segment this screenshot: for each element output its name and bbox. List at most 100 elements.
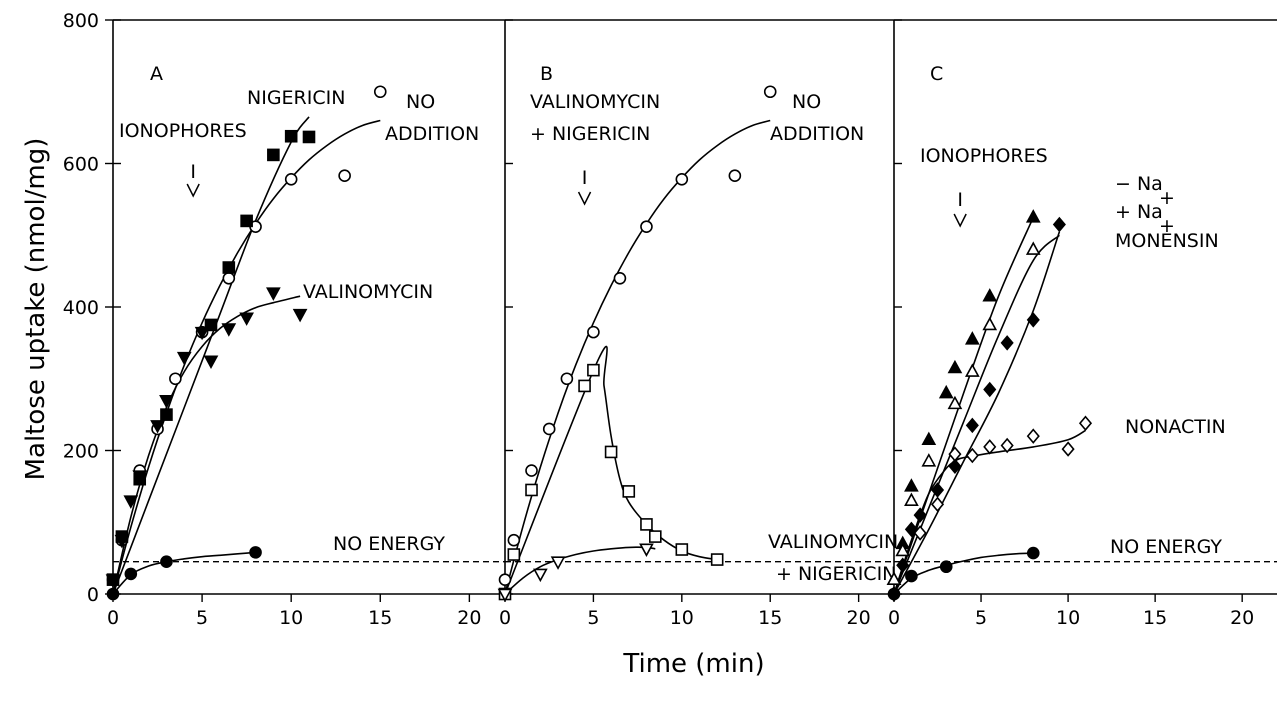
panel-c-point-open-triangle-up — [964, 363, 980, 377]
panel-a-point-open-circle — [284, 172, 298, 186]
panel-a-fit-curve — [112, 295, 301, 595]
panel-a-point-filled-triangle-down — [123, 495, 139, 509]
panel-b-fit-curve — [504, 546, 656, 595]
panel-a-point-filled-triangle-down — [221, 323, 237, 337]
x-axis-title: Time (min) — [622, 649, 764, 679]
panel-b-point-open-square — [648, 530, 662, 543]
panel-b-xtick-label: 15 — [758, 607, 782, 629]
panel-a-ytick-label: 800 — [63, 10, 99, 32]
panel-c-fit-curve — [893, 234, 1060, 595]
panel-b-label-val-nig-2: + NIGERICIN — [530, 123, 650, 145]
panel-c-point-filled-diamond — [1000, 335, 1014, 351]
panel-b-xtick-label: 20 — [847, 607, 871, 629]
panel-b-point-open-square — [622, 485, 636, 498]
panel-b-point-open-circle — [640, 220, 653, 233]
panel-b-point-open-square — [604, 445, 618, 459]
panel-a-point-filled-circle — [124, 567, 138, 581]
panel-c-label-superscript-plus-2: + — [1159, 215, 1175, 237]
panel-c-point-filled-triangle-up — [947, 359, 963, 374]
panel-c-label-no-energy: NO ENERGY — [1110, 536, 1222, 558]
panel-c-label-minus-na: − Na — [1115, 173, 1163, 195]
panel-c-point-filled-circle — [905, 569, 918, 583]
panel-a-label-no-addition-1: NO — [406, 91, 435, 113]
panel-a-point-filled-triangle-down — [292, 308, 308, 323]
panel-b-xtick-label: 5 — [587, 607, 599, 629]
panel-c-point-filled-triangle-up — [964, 331, 980, 345]
y-axis-title: Maltose uptake (nmol/mg) — [21, 138, 51, 481]
panel-a-point-open-circle — [169, 372, 182, 386]
panel-c-point-open-diamond — [965, 447, 979, 464]
panel-a-ytick-label: 600 — [63, 154, 99, 176]
panel-a-xtick-label: 0 — [107, 607, 119, 629]
panel-b-point-open-triangle-down — [533, 568, 548, 583]
panel-b-point-open-square — [578, 379, 591, 393]
panel-a-addition-arrow — [186, 183, 200, 198]
panel-c-xtick-label: 10 — [1056, 607, 1080, 629]
panel-a-point-open-circle — [338, 169, 351, 182]
panel-a-ytick-label: 400 — [63, 297, 99, 319]
panel-c-point-open-triangle-up — [895, 542, 911, 557]
panel-b-label-val-nig-bottom-1: VALINOMYCIN — [768, 531, 898, 553]
panel-c-point-filled-diamond — [948, 458, 962, 475]
panel-a-fit-curve — [112, 119, 381, 595]
panel-b-point-open-square — [507, 548, 521, 561]
panel-b-addition-arrow — [577, 191, 592, 206]
panel-c-fit-curve — [893, 231, 1061, 595]
panel-b-point-open-triangle-down — [639, 543, 654, 557]
panel-c-label-ionophores: IONOPHORES — [920, 145, 1048, 167]
panel-a-xtick-label: 10 — [279, 607, 303, 629]
panel-c-point-filled-diamond — [965, 417, 979, 434]
panel-c-point-open-triangle-up — [904, 492, 919, 507]
panel-b-point-open-square — [587, 363, 600, 377]
panel-c-point-open-diamond — [1026, 428, 1040, 444]
panel-c-point-open-triangle-up — [982, 316, 998, 331]
panel-b-point-open-circle — [542, 422, 556, 436]
panel-a-xtick-label: 20 — [457, 607, 481, 629]
panel-a-point-filled-triangle-down — [159, 394, 174, 409]
panel-c-point-filled-triangle-up — [938, 384, 954, 399]
panel-a-point-filled-triangle-down — [239, 312, 254, 326]
panel-b-point-open-circle — [675, 172, 689, 186]
panel-c-point-filled-circle — [939, 560, 953, 574]
panel-c-point-open-diamond — [1000, 437, 1014, 454]
panel-a-label-valinomycin: VALINOMYCIN — [303, 281, 433, 303]
panel-c-point-filled-diamond — [896, 557, 910, 574]
panel-c-point-filled-diamond — [913, 507, 927, 523]
panel-a-point-filled-triangle-down — [132, 470, 148, 484]
panel-a-label-ionophores: IONOPHORES — [119, 120, 247, 142]
panel-c-label-monensin: MONENSIN — [1115, 230, 1219, 252]
panel-c-xtick-label: 5 — [975, 607, 987, 629]
panel-b-xtick-label: 10 — [670, 607, 694, 629]
panel-a-point-filled-square — [267, 148, 280, 162]
panel-b-letter: B — [540, 63, 553, 85]
panel-b-point-open-circle — [560, 372, 574, 386]
panel-b-point-open-circle — [525, 464, 538, 477]
panel-c-arrow-label: I — [957, 189, 963, 211]
panel-b-xtick-label: 0 — [499, 607, 511, 629]
panel-a-point-filled-square — [204, 318, 218, 332]
panel-b-fit-curve — [504, 119, 771, 595]
panel-c-xtick-label: 0 — [888, 607, 900, 629]
panel-a-label-no-addition-2: ADDITION — [385, 123, 479, 145]
panel-a-point-filled-triangle-down — [194, 326, 210, 341]
panel-c-point-open-diamond — [913, 525, 927, 541]
panel-c-point-open-diamond — [1061, 441, 1075, 457]
panel-a-point-filled-triangle-down — [105, 574, 121, 588]
panel-c-letter: C — [930, 63, 943, 85]
panel-a-arrow-label: I — [190, 161, 196, 183]
panel-c-point-filled-diamond — [1052, 216, 1066, 233]
panel-a-label-no-energy: NO ENERGY — [333, 533, 445, 555]
panel-a-letter: A — [150, 63, 163, 85]
panel-a-point-filled-circle — [249, 546, 262, 559]
panel-a-point-open-circle — [222, 271, 236, 285]
panel-c-point-filled-triangle-up — [1025, 209, 1041, 223]
panel-a-point-filled-circle — [160, 555, 173, 569]
panel-b-point-open-circle — [763, 85, 777, 99]
panel-b-point-open-square — [640, 518, 653, 531]
panel-b-point-open-circle — [498, 573, 512, 586]
panel-c-point-open-triangle-up — [1025, 241, 1041, 255]
panel-a-point-filled-square — [302, 130, 316, 144]
panel-a-point-filled-triangle-down — [266, 287, 281, 301]
panel-b-point-open-square — [710, 553, 724, 566]
